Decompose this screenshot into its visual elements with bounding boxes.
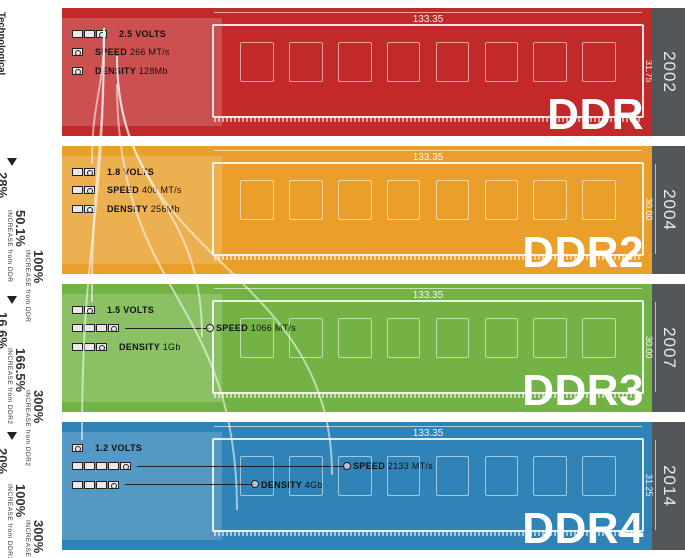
chips — [240, 318, 617, 358]
stat-extension — [137, 466, 347, 467]
dim-width: 133.35 — [214, 426, 642, 439]
stat-text: 1.2 VOLTS — [95, 443, 142, 453]
stat-text: SPEED 400 MT/s — [107, 185, 182, 195]
stat-extension — [125, 328, 210, 329]
stat-line: 1.8 VOLTS — [72, 166, 214, 177]
gen-label: DDR2 — [522, 228, 644, 278]
gen-label: DDR4 — [522, 504, 644, 554]
gen-row-ddr2: 133.35 30.00 DDR21.8 VOLTSSPEED 400 MT/s… — [62, 146, 652, 274]
stat-boxes — [72, 343, 108, 351]
dim-height: 31.25 — [644, 440, 656, 530]
dim-width: 133.35 — [214, 288, 642, 301]
stat-line: DENSITY 1Gb — [72, 341, 214, 352]
stat-boxes — [72, 324, 120, 332]
stat-text: SPEED 266 MT/s — [95, 47, 170, 57]
gen-row-ddr3: 133.35 30.00 DDR31.5 VOLTSSPEED 1066 MT/… — [62, 284, 652, 412]
stat-boxes — [72, 48, 84, 56]
stat-text: DENSITY 128Mb — [95, 66, 168, 76]
gen-row-ddr4: 133.35 31.25 DDR41.2 VOLTSSPEED 2133 MT/… — [62, 422, 652, 550]
statbox-ddr4: 1.2 VOLTS SPEED 2133 MT/s DENSITY 4Gb — [62, 432, 222, 540]
stat-line: DENSITY 256Mb — [72, 203, 214, 214]
stat-line: DENSITY 128Mb — [72, 65, 214, 76]
dim-height: 30.00 — [644, 302, 656, 392]
year-column: 2002 2004 2007 2014 — [652, 0, 685, 558]
stat-boxes — [72, 186, 96, 194]
stat-extension — [125, 484, 255, 485]
stat-boxes — [72, 168, 96, 176]
stat-boxes — [72, 444, 84, 452]
dim-height: 30.00 — [644, 164, 656, 254]
chips — [240, 42, 617, 82]
stat-line: DENSITY 4Gb — [72, 479, 214, 490]
stat-line: 1.5 VOLTS — [72, 304, 214, 315]
stat-text: SPEED 2133 MT/s — [353, 461, 433, 471]
left-stat: 50.1%INCREASE from DDR — [6, 210, 26, 282]
statbox-ddr3: 1.5 VOLTS SPEED 1066 MT/s DENSITY 1Gb — [62, 294, 222, 402]
left-stat: 166.5%INCREASE from DDR2 — [6, 348, 26, 425]
down-arrow — [7, 296, 17, 304]
year-cell-ddr: 2002 — [652, 8, 685, 136]
year-cell-ddr2: 2004 — [652, 146, 685, 274]
stat-text: DENSITY 4Gb — [261, 480, 323, 490]
left-column: Technological advancementsby the numbers… — [0, 0, 62, 558]
year-label: 2004 — [659, 189, 679, 231]
left-stat: 300%INCREASE from DDR2 — [24, 390, 44, 467]
stat-line: 2.5 VOLTS — [72, 28, 214, 39]
stat-boxes — [72, 205, 96, 213]
dim-width: 133.35 — [214, 12, 642, 25]
stat-line: SPEED 1066 MT/s — [72, 323, 214, 334]
stat-text: SPEED 1066 MT/s — [216, 323, 296, 333]
stat-line: SPEED 266 MT/s — [72, 47, 214, 58]
left-stat: 300%INCREASE from DDR3 — [24, 520, 44, 558]
stat-text: 1.8 VOLTS — [107, 167, 154, 177]
left-stat: 100%INCREASE from DDR3 — [6, 484, 26, 558]
statbox-ddr2: 1.8 VOLTS SPEED 400 MT/s DENSITY 256Mb — [62, 156, 222, 264]
stat-boxes — [72, 481, 120, 489]
gen-label: DDR — [547, 90, 644, 140]
dim-width: 133.35 — [214, 150, 642, 163]
gen-label: DDR3 — [522, 366, 644, 416]
stat-boxes — [72, 462, 132, 470]
stat-boxes — [72, 67, 84, 75]
statbox-ddr: 2.5 VOLTS SPEED 266 MT/s DENSITY 128Mb — [62, 18, 222, 126]
year-label: 2007 — [659, 327, 679, 369]
year-cell-ddr3: 2007 — [652, 284, 685, 412]
year-cell-ddr4: 2014 — [652, 422, 685, 550]
stat-line: 1.2 VOLTS — [72, 442, 214, 453]
stat-line: SPEED 2133 MT/s — [72, 461, 214, 472]
down-arrow — [7, 158, 17, 166]
left-stat: 100%INCREASE from DDR — [24, 250, 44, 322]
left-title: Technological advancementsby the numbers… — [0, 12, 7, 132]
year-label: 2014 — [659, 465, 679, 507]
stat-text: 2.5 VOLTS — [119, 29, 166, 39]
stat-text: DENSITY 1Gb — [119, 342, 181, 352]
gen-row-ddr: 133.35 31.75 DDR2.5 VOLTSSPEED 266 MT/sD… — [62, 8, 652, 136]
year-label: 2002 — [659, 51, 679, 93]
chips — [240, 180, 617, 220]
stat-text: 1.5 VOLTS — [107, 305, 154, 315]
stat-boxes — [72, 30, 108, 38]
stat-line: SPEED 400 MT/s — [72, 185, 214, 196]
stat-boxes — [72, 306, 96, 314]
stat-text: DENSITY 256Mb — [107, 204, 180, 214]
down-arrow — [7, 432, 17, 440]
